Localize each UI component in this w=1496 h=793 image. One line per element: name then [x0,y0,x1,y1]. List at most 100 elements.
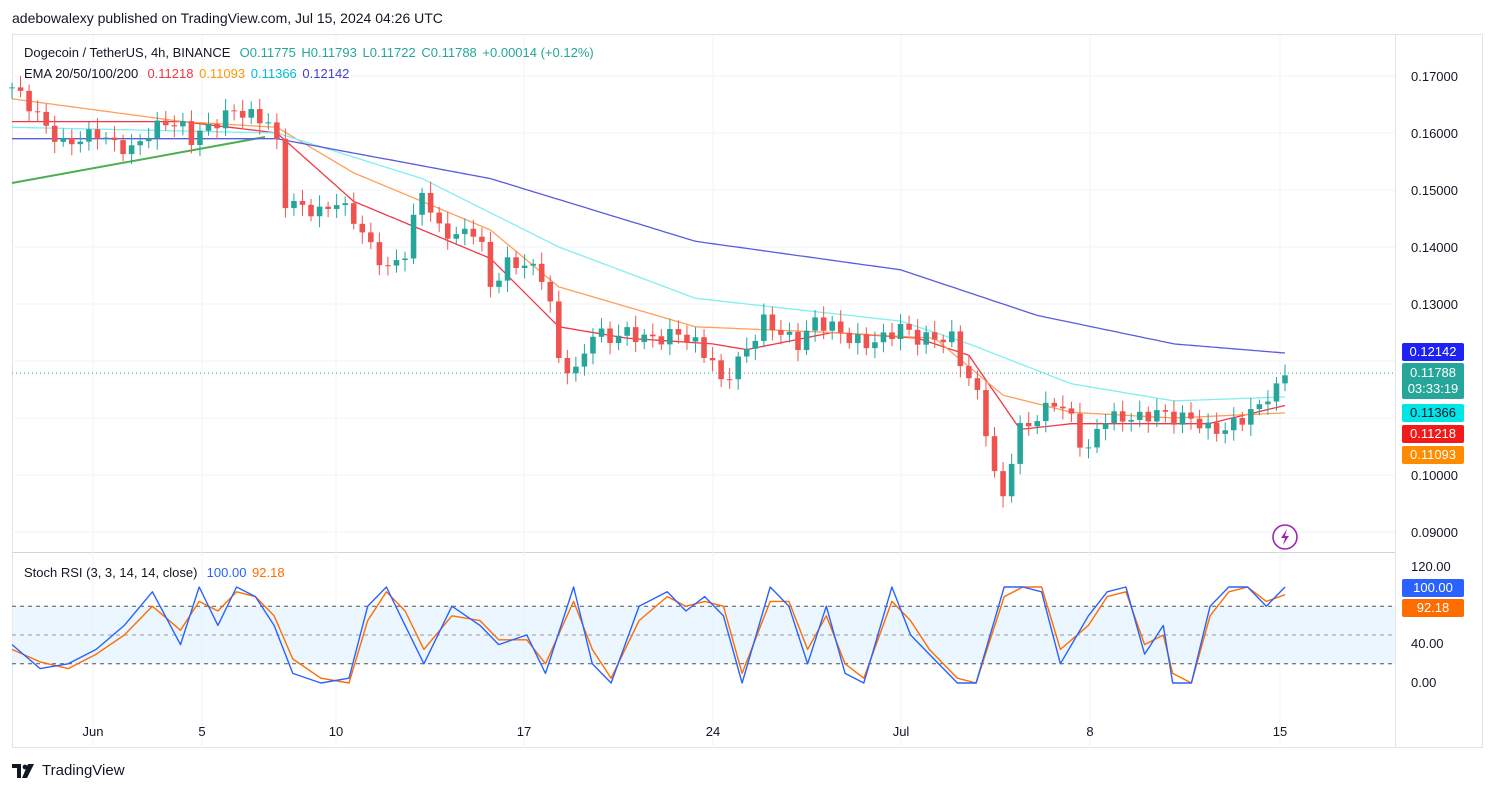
tradingview-logo[interactable]: TradingView [12,762,125,779]
time-tick: 8 [1086,724,1094,739]
price-tick: 0.13000 [1411,297,1458,312]
candle-body [487,241,494,287]
symbol-name[interactable]: Dogecoin / TetherUS, 4h, BINANCE [24,45,231,60]
candle-body [1017,422,1023,464]
price-tick: 0.16000 [1411,126,1458,141]
candle-body [393,260,400,266]
ema-100-line [11,126,1286,402]
candle-body [949,331,955,343]
candle-body [1128,419,1134,422]
candle-body [607,328,613,344]
candle-body [256,109,263,124]
candle-body [1068,408,1075,414]
candle-body [564,357,571,374]
candle-body [880,332,887,343]
candle-body [265,122,272,124]
candle-body [496,280,502,287]
candle-body [735,356,741,380]
candle-body [521,265,528,269]
candle-body [709,357,716,361]
published-header: adebowalexy published on TradingView.com… [12,10,443,26]
ema200-price-tag: 0.12142 [1402,343,1464,361]
candle-body [897,323,904,340]
candle-body [1136,411,1143,420]
candle-body [103,137,109,139]
candle-body [1282,375,1288,384]
ohlc-high: H0.11793 [301,45,357,60]
candle-body [761,314,767,341]
ema-20-line [12,120,1286,431]
candle-body [248,109,254,118]
candle-body [325,206,331,209]
stoch-d-tag: 92.18 [1402,599,1464,617]
candle-body [1034,421,1041,427]
pane-divider[interactable] [12,552,1395,553]
candle-body [69,137,75,145]
candle-body [436,212,442,224]
candle-body [120,140,126,155]
candle-body [299,200,306,205]
brand-text: TradingView [42,762,125,779]
candle-body [769,314,776,331]
candle-body [1273,383,1280,402]
ema-200-line [12,138,1286,354]
candle-body [581,353,588,367]
candle-body [128,145,135,155]
candle-body [649,334,656,337]
candle-body [1239,418,1246,425]
candle-body [86,129,92,142]
candle-body [1256,404,1263,410]
candle-body [1154,410,1160,422]
candle-body [1171,411,1177,425]
time-tick: 10 [328,724,344,739]
candle-body [863,334,870,349]
ema50-value: 0.11093 [199,66,246,81]
ohlc-close: C0.11788 [421,45,477,60]
candle-body [1248,409,1254,425]
stoch-d-value: 92.18 [252,565,285,580]
price-tick: 0.09000 [1411,525,1458,540]
candle-body [667,329,673,345]
candle-body [171,125,178,127]
candle-body [111,137,118,141]
candle-body [333,205,340,209]
stoch-tick: 0.00 [1411,675,1437,690]
candle-body [145,138,152,142]
ema-50-line [11,98,1286,419]
stoch-legend[interactable]: Stoch RSI (3, 3, 14, 14, close) 100.00 9… [24,565,287,580]
candle-body [368,232,374,243]
trendline [11,136,266,184]
candle-body [1222,430,1228,434]
candle-body [872,342,878,349]
candle-body [60,137,67,142]
candle-body [837,321,844,333]
candle-body [470,228,477,237]
candle-body [820,317,827,331]
candle-body [282,138,289,209]
tradingview-logo-icon [12,763,34,778]
candle-body [974,378,981,391]
ema20-price-tag: 0.11218 [1402,425,1464,443]
candle-body [855,334,861,344]
candle-body [94,129,101,139]
candle-body [34,111,41,113]
candle-body [957,331,964,367]
candle-body [598,328,605,337]
ema100-value: 0.11366 [250,66,297,81]
time-tick: 24 [705,724,721,739]
price-tick: 0.14000 [1411,240,1458,255]
candle-body [163,120,169,126]
candle-body [795,331,801,351]
alert-icon[interactable] [1272,524,1298,550]
candle-body [51,125,58,142]
candle-body [1025,422,1032,427]
stoch-tick: 40.00 [1411,636,1444,651]
candle-body [778,330,784,335]
candle-body [538,263,545,282]
candle-body [308,204,314,217]
chart-frame[interactable] [12,34,1483,748]
ema-legend[interactable]: EMA 20/50/100/200 0.11218 0.11093 0.1136… [24,66,351,81]
candle-body [359,223,366,233]
candle-body [1230,418,1237,431]
